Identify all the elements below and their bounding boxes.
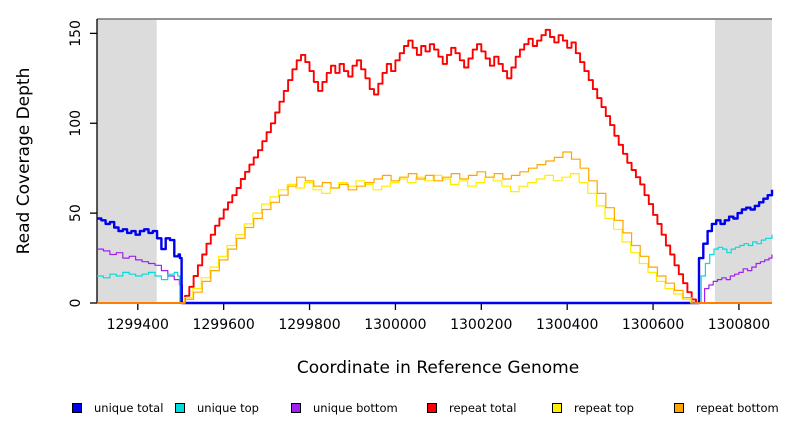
shaded-boundary-regions bbox=[97, 19, 772, 303]
legend-item-repeat-bottom: repeat bottom bbox=[674, 399, 779, 417]
legend-label: repeat top bbox=[574, 401, 634, 415]
legend-item-repeat-top: repeat top bbox=[552, 399, 634, 417]
legend-item-unique-top: unique top bbox=[175, 399, 259, 417]
series-lines bbox=[97, 28, 774, 305]
shaded-region bbox=[714, 19, 772, 303]
x-tick-label: 1300400 bbox=[536, 317, 598, 333]
series-line-repeat-bottom bbox=[97, 151, 772, 304]
legend-label: repeat total bbox=[449, 401, 517, 415]
y-tick-label: 0 bbox=[68, 299, 84, 308]
x-axis-title: Coordinate in Reference Genome bbox=[297, 358, 579, 378]
y-tick-label: 100 bbox=[68, 110, 84, 137]
legend-label: unique top bbox=[197, 401, 259, 415]
x-tick-label: 1299400 bbox=[107, 317, 169, 333]
y-axis-title: Read Coverage Depth bbox=[14, 68, 34, 255]
legend-item-repeat-total: repeat total bbox=[427, 399, 516, 417]
series-line-repeat-total bbox=[97, 28, 772, 304]
shaded-region bbox=[97, 19, 157, 303]
legend-label: repeat bottom bbox=[696, 401, 779, 415]
x-tick-label: 1300800 bbox=[708, 317, 770, 333]
series-line-unique-bottom bbox=[97, 248, 773, 304]
x-tick-label: 1300200 bbox=[450, 317, 512, 333]
legend-swatch bbox=[552, 403, 562, 413]
coverage-plot: 0 50 100 150 1299400 1299600 1299800 1300000 130… bbox=[14, 18, 774, 378]
legend-label: unique bottom bbox=[313, 401, 398, 415]
legend-item-unique-total: unique total bbox=[72, 399, 163, 417]
x-tick-label: 1299800 bbox=[278, 317, 340, 333]
x-tick-label: 1299600 bbox=[192, 317, 254, 333]
series-line-unique-top bbox=[97, 234, 773, 304]
series-line-unique-total bbox=[97, 189, 774, 305]
y-tick-label: 50 bbox=[68, 204, 84, 222]
legend-swatch bbox=[674, 403, 684, 413]
legend-item-unique-bottom: unique bottom bbox=[291, 399, 398, 417]
legend: unique total unique top unique bottom repea… bbox=[0, 399, 792, 421]
legend-label: unique total bbox=[94, 401, 164, 415]
axes: 0 50 100 150 1299400 1299600 1299800 1300000 130… bbox=[68, 19, 770, 333]
legend-swatch bbox=[427, 403, 437, 413]
y-tick-label: 150 bbox=[68, 20, 84, 47]
x-tick-label: 1300600 bbox=[622, 317, 684, 333]
legend-swatch bbox=[72, 403, 82, 413]
legend-swatch bbox=[175, 403, 185, 413]
x-tick-label: 1300000 bbox=[364, 317, 426, 333]
legend-swatch bbox=[291, 403, 301, 413]
